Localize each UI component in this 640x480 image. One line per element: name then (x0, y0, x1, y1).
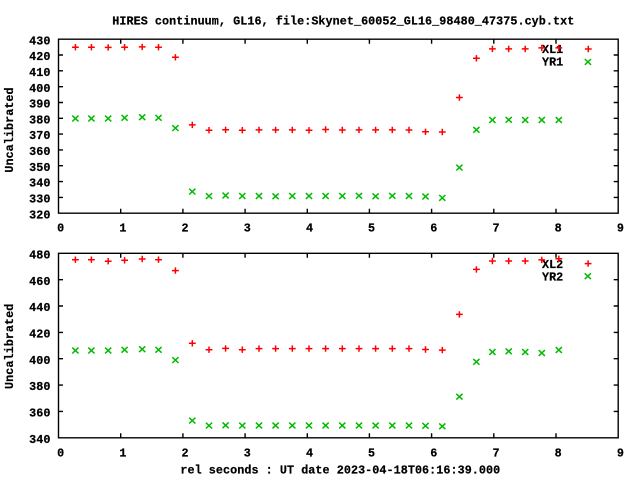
svg-text:5: 5 (368, 221, 375, 235)
svg-text:7: 7 (492, 221, 499, 235)
svg-text:420: 420 (29, 327, 50, 341)
svg-text:4: 4 (306, 446, 313, 460)
svg-text:340: 340 (29, 177, 50, 191)
svg-text:9: 9 (617, 446, 624, 460)
svg-text:330: 330 (29, 192, 50, 206)
svg-text:400: 400 (29, 354, 50, 368)
svg-text:0: 0 (57, 446, 64, 460)
svg-text:360: 360 (29, 406, 50, 420)
svg-text:7: 7 (492, 446, 499, 460)
svg-text:350: 350 (29, 161, 50, 175)
svg-text:5: 5 (368, 446, 375, 460)
svg-text:460: 460 (29, 275, 50, 289)
svg-text:400: 400 (29, 82, 50, 96)
svg-text:1: 1 (119, 221, 126, 235)
svg-text:XL1: XL1 (542, 43, 563, 57)
svg-text:4: 4 (306, 221, 313, 235)
svg-text:Uncalibrated: Uncalibrated (3, 87, 17, 172)
svg-text:2: 2 (182, 221, 189, 235)
svg-text:390: 390 (29, 97, 50, 111)
svg-text:3: 3 (244, 221, 251, 235)
svg-text:480: 480 (29, 248, 50, 262)
svg-text:320: 320 (29, 208, 50, 222)
svg-text:6: 6 (430, 221, 437, 235)
svg-text:430: 430 (29, 34, 50, 48)
svg-text:8: 8 (555, 446, 562, 460)
svg-text:370: 370 (29, 129, 50, 143)
svg-text:0: 0 (57, 221, 64, 235)
svg-text:380: 380 (29, 113, 50, 127)
svg-text:1: 1 (119, 446, 126, 460)
svg-text:9: 9 (617, 221, 624, 235)
svg-text:8: 8 (555, 221, 562, 235)
svg-text:440: 440 (29, 301, 50, 315)
svg-text:YR1: YR1 (542, 55, 563, 69)
svg-text:YR2: YR2 (542, 270, 563, 284)
svg-text:2: 2 (182, 446, 189, 460)
svg-text:3: 3 (244, 446, 251, 460)
svg-text:360: 360 (29, 145, 50, 159)
svg-text:Uncalibrated: Uncalibrated (3, 304, 17, 389)
svg-text:380: 380 (29, 380, 50, 394)
svg-text:6: 6 (430, 446, 437, 460)
svg-text:rel seconds : UT date 2023-04-: rel seconds : UT date 2023-04-18T06:16:3… (180, 464, 500, 478)
svg-text:HIRES continuum, GL16, file:Sk: HIRES continuum, GL16, file:Skynet_60052… (112, 14, 574, 28)
svg-text:XL2: XL2 (542, 258, 563, 272)
svg-text:340: 340 (29, 433, 50, 447)
svg-text:420: 420 (29, 50, 50, 64)
svg-text:410: 410 (29, 66, 50, 80)
